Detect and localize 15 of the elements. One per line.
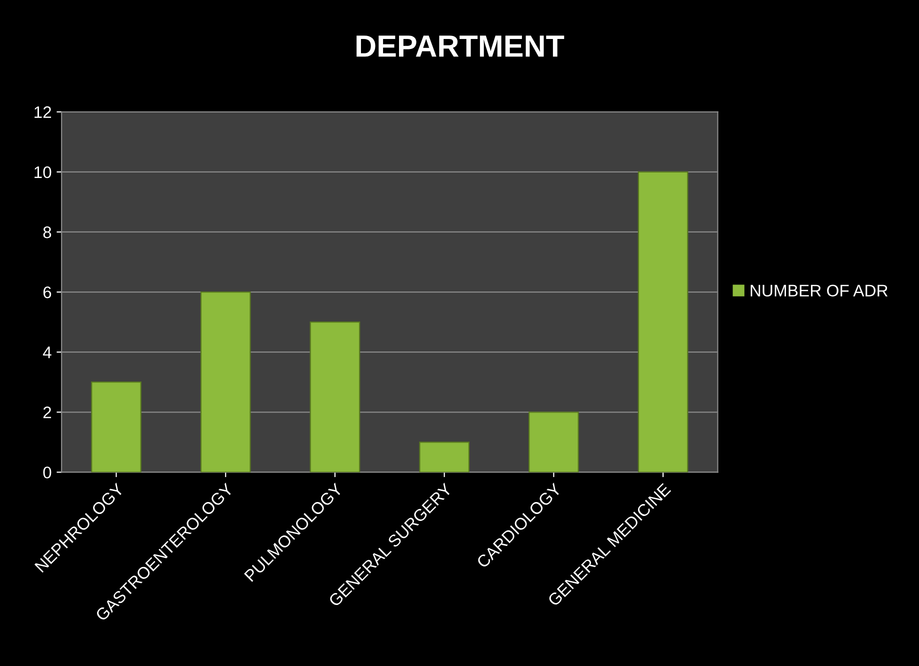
y-tick-label: 12 — [34, 106, 52, 118]
y-tick-label: 10 — [34, 166, 52, 178]
y-tick-label: 4 — [42, 346, 52, 358]
y-tick-label: 8 — [43, 226, 52, 238]
bar — [310, 322, 360, 472]
legend-label: NUMBER OF ADR — [750, 284, 888, 297]
y-tick-label: 6 — [43, 286, 52, 298]
y-tick-label: 0 — [43, 466, 52, 478]
bar — [419, 442, 470, 472]
bar — [528, 412, 579, 472]
y-tick-label: 2 — [43, 406, 52, 418]
bar — [638, 171, 688, 472]
chart-title: DEPARTMENT — [356, 36, 564, 57]
bar — [91, 382, 142, 472]
bar — [200, 291, 251, 472]
